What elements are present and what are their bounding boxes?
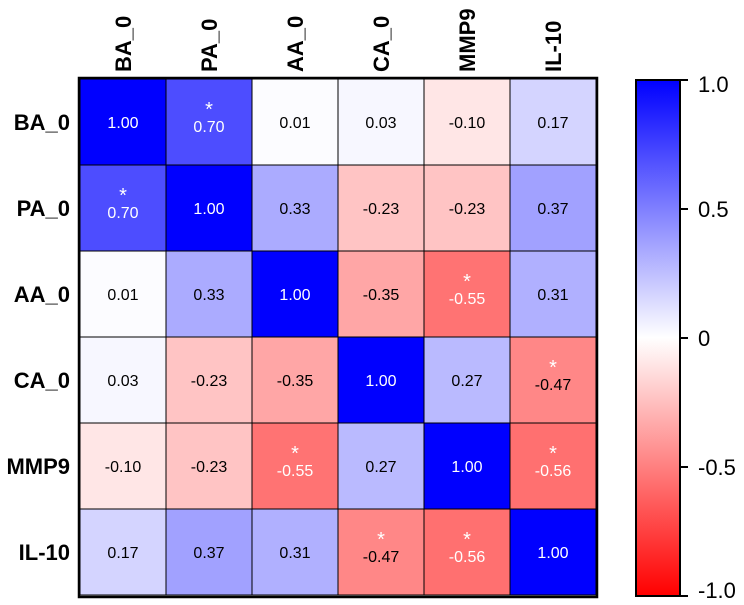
cell-value-label: 1.00 <box>279 287 310 304</box>
cell-value-label: 0.33 <box>193 287 224 304</box>
heatmap-cell <box>423 78 511 166</box>
column-labels: BA_0 PA_0 AA_0 CA_0 MMP9 IL-10 <box>111 8 566 72</box>
heatmap-cell <box>337 422 425 510</box>
column-label: PA_0 <box>197 19 222 72</box>
cell-value-label: -0.10 <box>105 459 142 476</box>
column-label: IL-10 <box>541 21 566 72</box>
heatmap-cell <box>79 250 167 338</box>
heatmap-cell <box>337 78 425 166</box>
colorbar-tick-label: -0.5 <box>698 455 736 480</box>
significance-marker: * <box>463 529 471 551</box>
cell-value-label: -0.35 <box>277 373 314 390</box>
significance-marker: * <box>549 443 557 465</box>
cell-value-label: -0.56 <box>449 549 486 566</box>
cell-value-label: 0.01 <box>279 115 310 132</box>
column-label: CA_0 <box>369 16 394 72</box>
cell-value-label: 0.03 <box>365 115 396 132</box>
heatmap-cell <box>423 250 511 338</box>
heatmap-cell <box>509 78 597 166</box>
cell-value-label: 0.31 <box>537 287 568 304</box>
significance-marker: * <box>291 443 299 465</box>
heatmap-cell <box>165 250 253 338</box>
cell-value-label: 0.03 <box>107 373 138 390</box>
cell-value-label: 0.01 <box>107 287 138 304</box>
cell-value-label: 0.27 <box>451 373 482 390</box>
row-label: MMP9 <box>6 454 70 479</box>
row-label: PA_0 <box>17 196 70 221</box>
heatmap-cell <box>251 250 339 338</box>
significance-marker: * <box>205 99 213 121</box>
row-labels: BA_0 PA_0 AA_0 CA_0 MMP9 IL-10 <box>6 110 70 565</box>
heatmap-cell <box>79 422 167 510</box>
cell-value-label: -0.56 <box>535 463 572 480</box>
row-label: IL-10 <box>19 540 70 565</box>
cell-value-label: 0.37 <box>193 545 224 562</box>
heatmap-cell <box>423 508 511 596</box>
heatmap-border <box>77 76 599 599</box>
cell-value-label: -0.23 <box>191 373 228 390</box>
column-label: BA_0 <box>111 16 136 72</box>
cell-value-label: -0.47 <box>535 377 572 394</box>
cell-value-label: 0.17 <box>107 545 138 562</box>
cell-value-label: -0.55 <box>277 463 314 480</box>
cell-value-label: 0.17 <box>537 115 568 132</box>
cell-value-label: 0.70 <box>107 205 138 222</box>
cell-value-label: -0.23 <box>449 201 486 218</box>
heatmap-cell <box>79 336 167 424</box>
cell-value-label: 1.00 <box>365 373 396 390</box>
cell-value-label: 1.00 <box>107 115 138 132</box>
heatmap-cell <box>509 164 597 252</box>
heatmap-cell <box>337 164 425 252</box>
row-label: BA_0 <box>14 110 70 135</box>
cell-value-label: 0.33 <box>279 201 310 218</box>
cell-value-label: -0.35 <box>363 287 400 304</box>
heatmap-cell <box>509 508 597 596</box>
heatmap-cell <box>165 78 253 166</box>
cell-value-label: 1.00 <box>537 545 568 562</box>
significance-marker: * <box>377 529 385 551</box>
significance-marker: * <box>119 185 127 207</box>
colorbar-tick-label: -1.0 <box>698 578 736 603</box>
cell-value-label: -0.23 <box>191 459 228 476</box>
heatmap-cell <box>251 336 339 424</box>
cell-value-label: -0.23 <box>363 201 400 218</box>
colorbar-tick-label: 1.0 <box>698 72 729 97</box>
significance-marker: * <box>463 271 471 293</box>
significance-marker: * <box>549 357 557 379</box>
heatmap-cell <box>337 250 425 338</box>
colorbar-tick-label: 0.5 <box>698 197 729 222</box>
cell-value-label: 1.00 <box>451 459 482 476</box>
colorbar <box>635 79 681 597</box>
row-label: CA_0 <box>14 368 70 393</box>
heatmap-cell <box>337 336 425 424</box>
cell-value-label: 0.70 <box>193 119 224 136</box>
cell-value-label: -0.55 <box>449 291 486 308</box>
row-label: AA_0 <box>14 282 70 307</box>
colorbar-ticks: 1.0 0.5 0 -0.5 -1.0 <box>680 72 736 603</box>
column-label: MMP9 <box>455 8 480 72</box>
cell-value-label: 0.31 <box>279 545 310 562</box>
heatmap-cell <box>165 336 253 424</box>
cell-value-label: 0.37 <box>537 201 568 218</box>
heatmap-cell <box>337 508 425 596</box>
heatmap-cell <box>79 78 167 166</box>
heatmap-cell <box>79 508 167 596</box>
heatmap-cells: 1.00 0.70*0.01 0.03 -0.10 0.170.70*1.00 0.33-… <box>79 78 597 596</box>
heatmap-cell <box>423 336 511 424</box>
cell-value-label: 1.00 <box>193 201 224 218</box>
colorbar-tick-label: 0 <box>698 326 710 351</box>
cell-value-label: -0.10 <box>449 115 486 132</box>
cell-value-label: -0.47 <box>363 549 400 566</box>
heatmap-cell <box>251 422 339 510</box>
heatmap-cell <box>423 422 511 510</box>
heatmap-cell <box>509 250 597 338</box>
heatmap-cell <box>165 164 253 252</box>
cell-value-label: 0.27 <box>365 459 396 476</box>
column-label: AA_0 <box>283 16 308 72</box>
